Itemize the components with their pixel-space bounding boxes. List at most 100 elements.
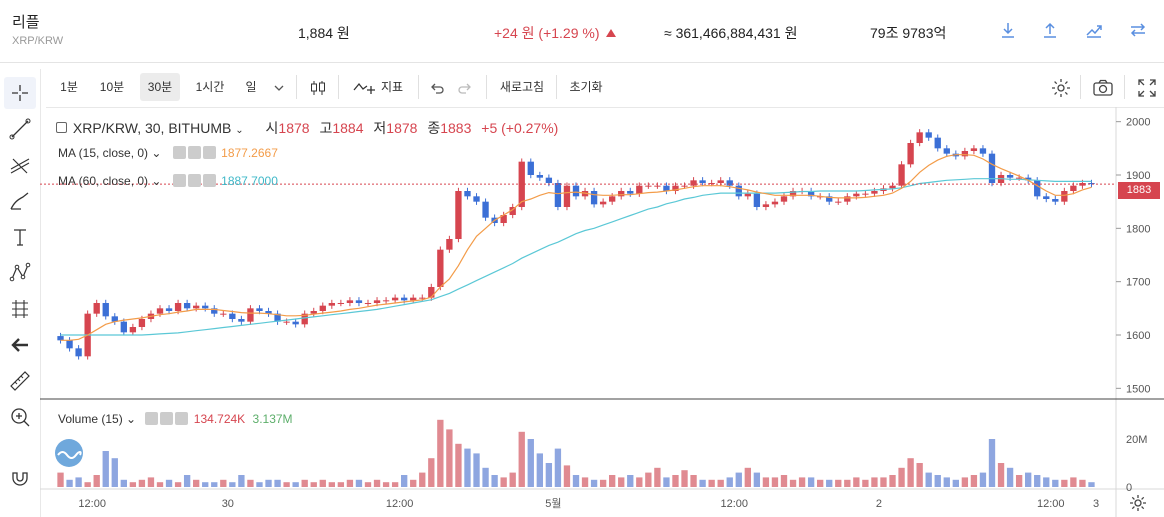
volume-bar <box>599 479 607 487</box>
volume-bar <box>590 479 598 487</box>
magnet-icon[interactable] <box>4 461 36 493</box>
candle-body <box>690 180 697 186</box>
volume-bar <box>708 479 715 487</box>
interval-day[interactable]: 일 <box>245 80 257 94</box>
refresh-button[interactable]: 새로고침 <box>499 80 545 94</box>
redo-icon[interactable] <box>456 79 474 97</box>
volume-bar <box>654 467 661 487</box>
volume-bar <box>66 479 73 487</box>
fib-icon[interactable] <box>4 149 36 181</box>
time-tick-label: 12:00 <box>1037 498 1065 510</box>
reset-button[interactable]: 초기화 <box>569 80 603 94</box>
volume-bar <box>789 479 797 487</box>
volume-bar <box>988 439 996 487</box>
undo-icon[interactable] <box>428 79 446 97</box>
close-value: 1883 <box>440 120 472 136</box>
candle-body <box>726 180 733 186</box>
eye-icon[interactable] <box>172 174 186 187</box>
volume-bar <box>943 477 950 487</box>
indicator-button[interactable]: 지표 <box>380 80 404 94</box>
volume-bar <box>518 431 525 487</box>
close-icon[interactable] <box>202 174 216 187</box>
interval-10m[interactable]: 10분 <box>99 80 125 94</box>
candle-type-icon[interactable] <box>308 78 328 98</box>
market-cap: 79조 9783억 <box>870 25 947 41</box>
indicator-icon[interactable] <box>352 78 376 98</box>
current-price: 1,884 원 <box>298 25 350 41</box>
symbol-label: XRP/KRW, 30, BITHUMB <box>72 120 232 136</box>
axis-settings-gear-icon[interactable] <box>1128 493 1148 513</box>
volume-bar <box>925 472 932 487</box>
chevron-down-icon[interactable]: ⌄ <box>126 412 137 426</box>
back-arrow-icon[interactable] <box>4 329 36 361</box>
chevron-down-icon[interactable]: ⌄ <box>151 146 162 160</box>
trend-line-icon[interactable] <box>4 113 36 145</box>
gear-icon[interactable] <box>187 146 201 159</box>
volume-bar <box>554 448 562 487</box>
brush-icon[interactable] <box>4 185 36 217</box>
volume-bar <box>871 477 878 487</box>
price-chart[interactable]: 2000 1900 1800 1700 1600 1500 20M 0 12:00 30 12:00… <box>40 107 1164 517</box>
candle-body <box>102 303 109 317</box>
eye-icon[interactable] <box>145 412 159 425</box>
collapse-icon[interactable] <box>56 122 67 133</box>
candle-body <box>464 191 471 197</box>
gear-icon[interactable] <box>160 412 174 425</box>
price-tick-label: 1500 <box>1126 383 1150 395</box>
last-price-tag: 1883 <box>1118 182 1160 199</box>
close-icon[interactable] <box>202 146 216 159</box>
camera-icon[interactable] <box>1092 77 1114 99</box>
volume-bar <box>93 475 100 487</box>
toolbar-divider <box>418 75 419 99</box>
volume-bar <box>84 482 91 487</box>
zoom-in-icon[interactable] <box>4 401 36 433</box>
ma15-line <box>60 154 1092 341</box>
volume-bar <box>147 477 155 487</box>
interval-1m[interactable]: 1분 <box>60 80 78 94</box>
volume-bar <box>446 429 453 487</box>
volume-bar <box>527 439 534 487</box>
candle-body <box>211 308 218 314</box>
interval-1h[interactable]: 1시간 <box>195 80 225 94</box>
candle-body <box>925 132 932 138</box>
volume-bar <box>798 477 806 487</box>
volume-bar <box>509 472 516 487</box>
upload-icon[interactable] <box>1038 18 1062 42</box>
chevron-down-icon[interactable]: ⌄ <box>151 174 162 188</box>
settings-gear-icon[interactable] <box>1050 77 1072 99</box>
interval-30m[interactable]: 30분 <box>140 73 180 101</box>
volume-bar <box>401 475 408 487</box>
pattern-icon[interactable] <box>4 257 36 289</box>
download-icon[interactable] <box>996 18 1020 42</box>
candle-body <box>202 305 209 309</box>
chevron-down-icon[interactable] <box>272 81 286 95</box>
gear-icon[interactable] <box>187 174 201 187</box>
trend-chart-icon[interactable] <box>1082 18 1106 42</box>
candle-body <box>482 201 489 218</box>
text-icon[interactable] <box>4 221 36 253</box>
time-tick-label: 5월 <box>545 497 561 510</box>
crosshair-icon[interactable] <box>4 77 36 109</box>
toolbar-divider <box>338 75 339 99</box>
volume-bar <box>807 477 815 487</box>
candle-body <box>473 196 480 202</box>
eye-icon[interactable] <box>172 146 186 159</box>
candle-body <box>590 191 598 205</box>
volume-bar <box>129 482 137 487</box>
volume-bar <box>726 477 733 487</box>
candle-body <box>572 185 580 197</box>
chevron-down-icon[interactable]: ⌄ <box>235 125 244 136</box>
fullscreen-icon[interactable] <box>1136 77 1158 99</box>
swap-icon[interactable] <box>1126 18 1150 42</box>
volume-bar <box>274 479 281 487</box>
volume-bar <box>319 479 326 487</box>
volume-bar <box>1025 472 1032 487</box>
forecast-icon[interactable] <box>4 293 36 325</box>
close-icon[interactable] <box>175 412 189 425</box>
time-tick-label: 2 <box>876 498 882 510</box>
candle-body <box>708 183 715 184</box>
volume-bar <box>1043 477 1050 487</box>
volume-bar <box>753 472 761 487</box>
ruler-icon[interactable] <box>4 365 36 397</box>
candle-body <box>373 300 381 303</box>
